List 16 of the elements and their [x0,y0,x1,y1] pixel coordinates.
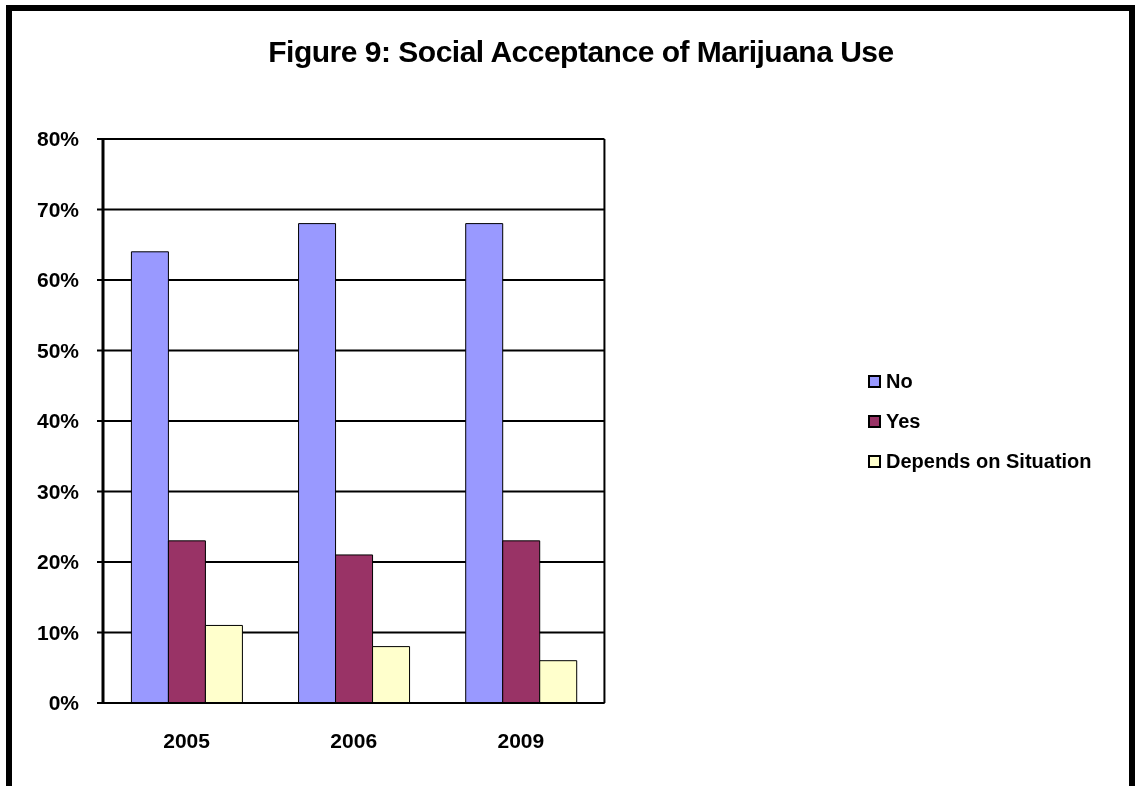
y-tick-label: 80% [36,127,80,151]
x-tick-label: 2006 [330,728,378,752]
legend-label: No [886,369,913,392]
chart-title: Figure 9: Social Acceptance of Marijuana Use [268,35,894,68]
legend-label: Depends on Situation [886,449,1092,472]
x-tick-label: 2009 [497,728,545,752]
y-tick-label: 10% [36,620,80,644]
y-tick-label: 50% [36,338,80,362]
legend-label: Yes [886,409,921,432]
y-tick-label: 70% [36,197,80,221]
x-tick-label: 2005 [163,728,211,752]
y-tick-label: 0% [48,691,80,715]
y-tick-label: 60% [36,268,80,292]
y-tick-label: 40% [36,409,80,433]
y-tick-label: 30% [36,479,80,503]
y-tick-label: 20% [36,550,80,574]
